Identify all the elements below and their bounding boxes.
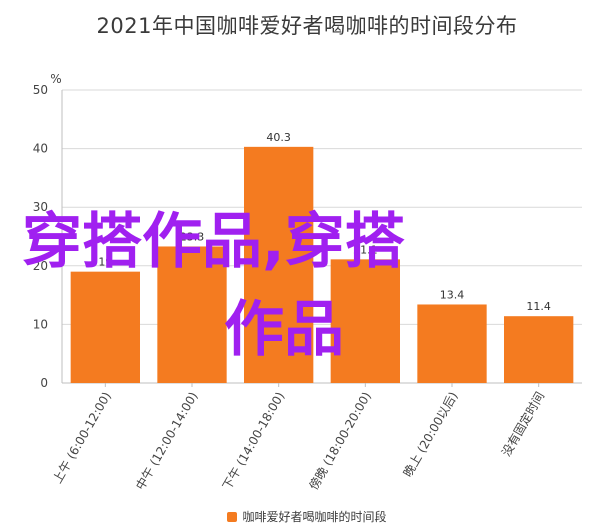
bar-value-label: 11.4 xyxy=(526,300,551,313)
x-tick-label: 傍晚 (18:00-20:00) xyxy=(306,389,374,492)
y-tick-label: 40 xyxy=(33,142,48,156)
gridlines xyxy=(62,89,582,325)
y-tick-label: 30 xyxy=(33,200,48,214)
y-tick-label: 20 xyxy=(33,259,48,273)
x-tick-label: 中午 (12:00-14:00) xyxy=(132,389,200,492)
x-tick-label: 上午 (6:00-12:00) xyxy=(50,390,114,486)
legend-swatch xyxy=(227,512,238,522)
bars xyxy=(70,146,574,383)
axes xyxy=(61,90,582,387)
y-unit-label: % xyxy=(50,72,61,86)
value-labels: 19 23.3 40.3 21.1 13.4 11.4 xyxy=(98,131,551,313)
bar-value-label: 21.1 xyxy=(353,243,378,256)
x-tick-label: 下午 (14:00-18:00) xyxy=(220,390,287,493)
x-tick-label: 没有固定时间 xyxy=(498,389,547,459)
y-tick-label: 50 xyxy=(33,83,48,97)
legend-label: 咖啡爱好者喝咖啡的时间段 xyxy=(242,510,387,524)
y-tick-label: 0 xyxy=(40,376,48,390)
bar xyxy=(330,259,400,383)
legend: 咖啡爱好者喝咖啡的时间段 xyxy=(0,508,614,525)
bar-value-label: 40.3 xyxy=(266,131,291,144)
bar xyxy=(157,246,227,383)
bar xyxy=(417,304,487,383)
bar xyxy=(244,146,314,383)
x-tick-label: 晚上 (20:00以后) xyxy=(401,390,461,480)
bar xyxy=(504,316,574,383)
bar-value-label: 23.3 xyxy=(180,230,205,243)
bar-value-label: 13.4 xyxy=(440,288,465,301)
chart-title: 2021年中国咖啡爱好者喝咖啡的时间段分布 xyxy=(96,14,518,38)
bar xyxy=(70,271,140,383)
bar-value-label: 19 xyxy=(98,256,112,269)
y-tick-label: 10 xyxy=(33,317,48,331)
